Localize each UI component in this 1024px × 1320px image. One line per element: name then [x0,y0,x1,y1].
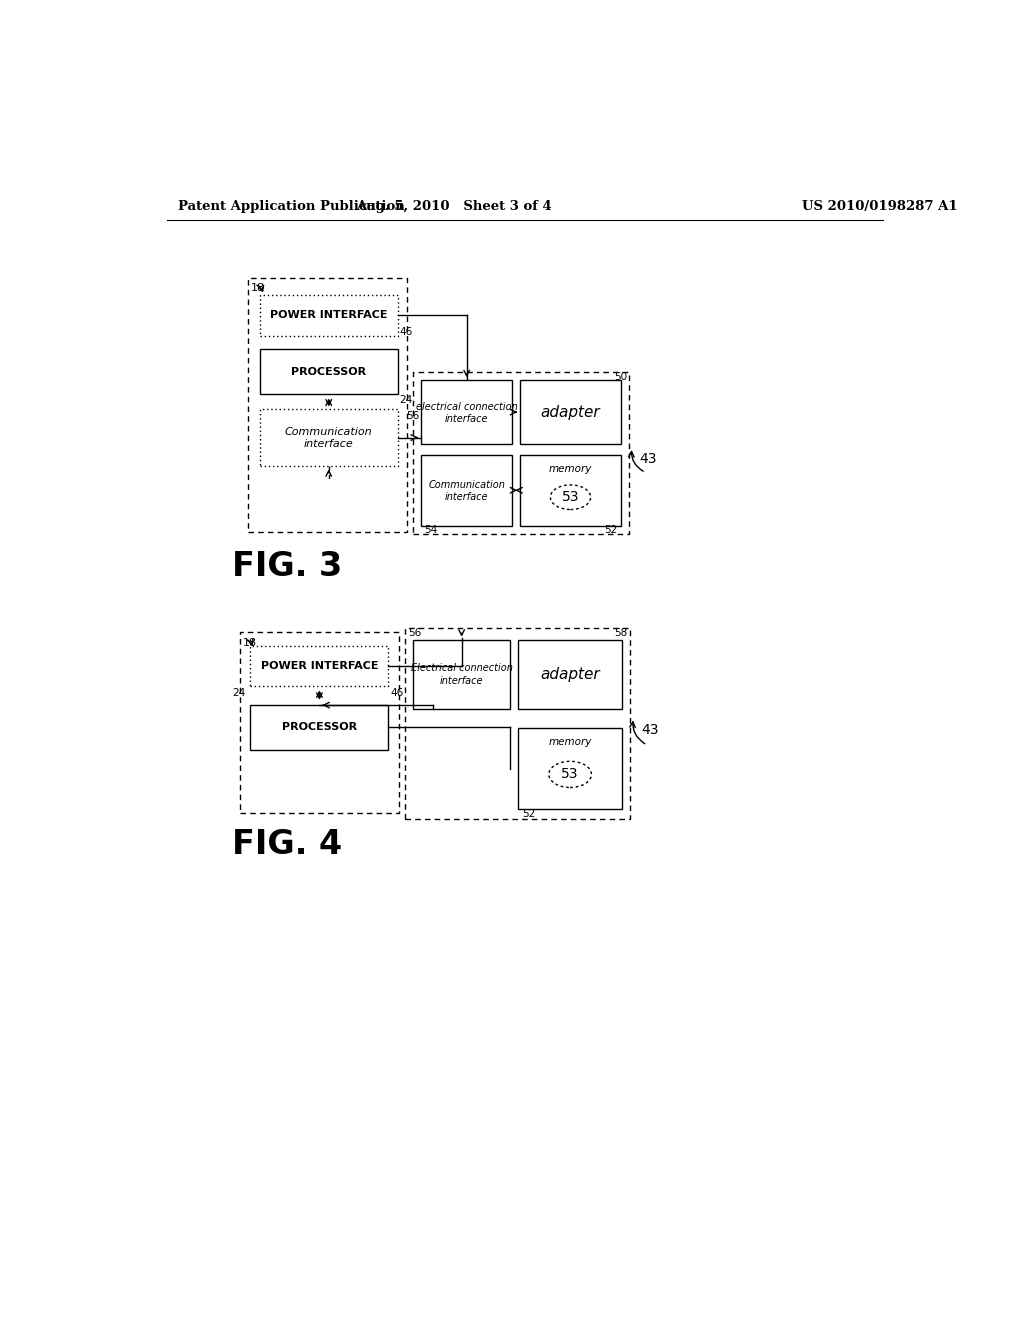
Bar [414,640,510,709]
Text: 56: 56 [407,411,420,421]
Text: POWER INTERFACE: POWER INTERFACE [261,661,378,671]
Bar [406,628,630,818]
Text: 24: 24 [399,395,413,405]
Bar [251,705,388,750]
Text: 43: 43 [640,453,657,466]
Text: PROCESSOR: PROCESSOR [291,367,367,376]
Bar [260,409,397,466]
Text: Electrical connection: Electrical connection [411,663,513,673]
Text: 54: 54 [424,525,437,536]
Text: FIG. 3: FIG. 3 [231,549,342,582]
Text: Communication: Communication [285,428,373,437]
Bar [520,455,621,525]
Text: memory: memory [549,737,592,747]
Bar [248,277,407,532]
Text: electrical connection: electrical connection [416,401,517,412]
Text: FIG. 4: FIG. 4 [231,829,342,862]
Text: Communication: Communication [428,480,505,490]
Text: 50: 50 [614,372,627,381]
Text: 24: 24 [232,688,246,698]
Text: interface: interface [440,676,483,686]
Text: interface: interface [304,440,353,449]
Bar [414,372,629,535]
Text: 52: 52 [604,525,617,536]
Text: 56: 56 [409,628,422,638]
Text: 18: 18 [251,284,265,293]
Text: 58: 58 [613,628,627,638]
Bar [421,455,512,525]
Text: 53: 53 [561,767,579,781]
Ellipse shape [549,762,592,788]
Bar [421,380,512,444]
Bar [518,640,623,709]
Text: 46: 46 [390,688,403,698]
Text: 53: 53 [562,490,580,504]
Bar [241,632,399,813]
Bar [260,296,397,335]
Text: POWER INTERFACE: POWER INTERFACE [270,310,387,321]
Ellipse shape [550,484,591,510]
Text: US 2010/0198287 A1: US 2010/0198287 A1 [802,199,957,213]
Bar [260,350,397,395]
Bar [518,729,623,809]
Bar [251,645,388,686]
Text: memory: memory [549,463,592,474]
Text: 43: 43 [641,723,658,737]
Text: Patent Application Publication: Patent Application Publication [178,199,406,213]
Text: Aug. 5, 2010   Sheet 3 of 4: Aug. 5, 2010 Sheet 3 of 4 [355,199,551,213]
Text: adapter: adapter [541,405,600,420]
Text: 52: 52 [521,809,535,818]
Text: adapter: adapter [541,667,600,682]
Bar [520,380,621,444]
Text: 18: 18 [243,638,257,648]
Text: PROCESSOR: PROCESSOR [282,722,357,733]
Text: 46: 46 [399,327,413,338]
Text: interface: interface [444,414,488,424]
Text: interface: interface [444,492,488,502]
